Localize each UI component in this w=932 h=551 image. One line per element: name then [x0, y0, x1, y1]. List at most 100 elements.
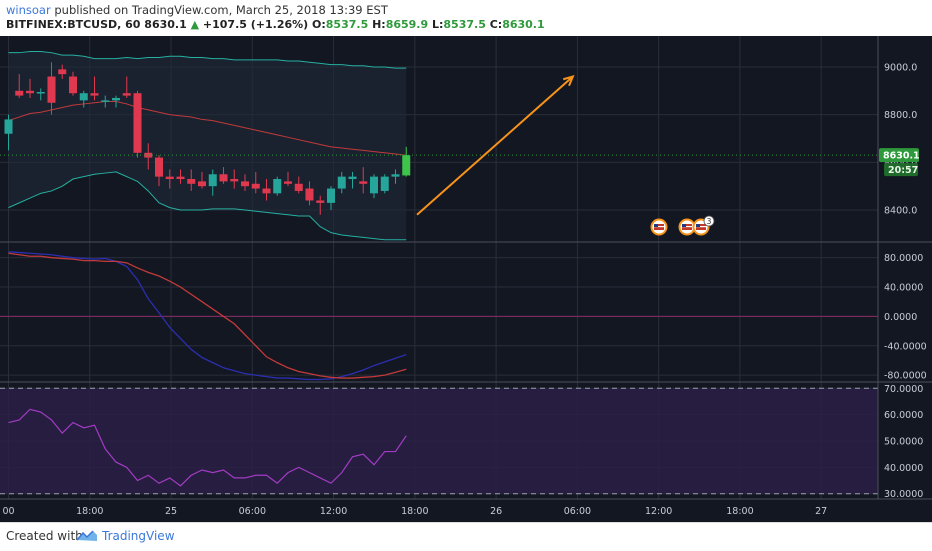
rsi-line — [8, 408, 407, 487]
publish-info: winsoar published on TradingView.com, Ma… — [6, 3, 388, 17]
candle-body — [15, 90, 24, 96]
time-axis-label: 06:00 — [239, 506, 266, 517]
price-axis-label: 9000.0 — [884, 62, 917, 73]
stochastic-line — [8, 251, 407, 381]
time-axis-label: 18:00 — [726, 506, 753, 517]
candle-body — [79, 93, 88, 101]
symbol-label[interactable]: BITFINEX:BTCUSD, 60 — [6, 18, 141, 31]
candle-body — [133, 93, 142, 153]
price-axis-label: 8800.0 — [884, 110, 917, 121]
candle-body — [155, 157, 163, 177]
candle-body — [337, 176, 346, 189]
stochastic-axis-label: 80.0000 — [884, 253, 923, 264]
tradingview-logo-icon[interactable] — [76, 528, 98, 544]
rsi-series — [8, 408, 407, 487]
bollinger-bands — [8, 50, 407, 241]
close-label: C: — [489, 18, 503, 31]
created-with-text: Created with — [6, 529, 83, 543]
time-axis-label: 06:00 — [564, 506, 591, 517]
close-value: 8630.1 — [502, 18, 545, 31]
countdown-badge-text: 20:57 — [888, 165, 918, 176]
time-axis-label: 18:00 — [401, 506, 428, 517]
candlestick-series — [0, 62, 878, 215]
candle-body — [4, 119, 13, 134]
bollinger-fill — [8, 51, 407, 240]
candle-body — [380, 176, 389, 191]
candle-body — [359, 181, 368, 184]
time-axis-label: 18:00 — [76, 506, 103, 517]
event-count-badge — [703, 215, 715, 227]
stochastic-axis-label: 40.0000 — [884, 283, 923, 294]
open-value: 8537.5 — [325, 18, 369, 31]
stochastic-axis-label: -40.0000 — [884, 341, 927, 352]
chart-area[interactable]: 8400.08600.08800.09000.080.000040.00000.… — [0, 36, 932, 522]
candle-body — [241, 181, 249, 187]
pane-separators[interactable] — [0, 36, 932, 500]
trendline-arrow[interactable] — [416, 74, 575, 216]
us-flag-event-icon — [654, 226, 664, 228]
us-flag-event-icon — [696, 224, 700, 227]
candle-body — [262, 188, 271, 194]
candle-body — [348, 176, 357, 180]
candle-body — [90, 93, 99, 96]
event-count-badge-text: 3 — [707, 217, 712, 226]
candle-body — [26, 90, 34, 94]
candle-body — [316, 200, 325, 203]
rsi-band-fill — [0, 388, 878, 494]
candle-body — [219, 174, 228, 182]
time-axis-label: 25 — [165, 506, 177, 517]
candle-body — [273, 179, 282, 194]
rsi-axis-label: 60.0000 — [884, 410, 923, 421]
candle-body — [36, 92, 45, 94]
candle-body — [402, 155, 411, 176]
candle-body — [101, 100, 110, 102]
candle-body — [165, 176, 174, 180]
tradingview-link[interactable]: TradingView — [102, 529, 175, 543]
time-axis-label: 12:00 — [645, 506, 672, 517]
candle-body — [69, 76, 77, 94]
rsi-band-background — [0, 387, 878, 495]
open-label: O: — [312, 18, 326, 31]
time-axis-label: 00 — [2, 506, 14, 517]
price-change: +107.5 (+1.26%) — [202, 18, 309, 31]
candle-body — [198, 181, 206, 187]
price-axis-label: 8400.0 — [884, 206, 917, 217]
rsi-axis-label: 40.0000 — [884, 463, 923, 474]
stochastic-series — [0, 251, 878, 381]
candle-body — [122, 93, 131, 96]
candle-body — [187, 179, 196, 184]
stochastic-line — [8, 252, 407, 379]
candle-body — [112, 97, 120, 101]
trendline — [416, 75, 574, 216]
low-value: 8537.5 — [443, 18, 486, 31]
last-price-badge — [879, 148, 919, 163]
stochastic-axis-label: 0.0000 — [884, 312, 917, 323]
candle-body — [327, 188, 335, 203]
time-axis-label: 26 — [490, 506, 502, 517]
candle-body — [305, 188, 314, 201]
high-label: H: — [372, 18, 386, 31]
candle-body — [47, 76, 56, 103]
time-axis-label: 27 — [815, 506, 827, 517]
high-value: 8659.9 — [385, 18, 429, 31]
us-flag-event-icon — [682, 226, 692, 228]
author-link[interactable]: winsoar — [6, 3, 51, 17]
published-text: published on TradingView.com, March 25, … — [54, 3, 388, 17]
stochastic-axis-label: -80.0000 — [884, 371, 927, 382]
candle-body — [230, 179, 239, 182]
chart-canvas[interactable]: 8400.08600.08800.09000.080.000040.00000.… — [0, 36, 932, 522]
candle-body — [251, 183, 260, 189]
candle-body — [284, 181, 292, 184]
us-flag-event-icon — [696, 226, 706, 228]
event-markers[interactable]: 3 — [650, 215, 715, 236]
us-flag-event-icon — [682, 224, 686, 227]
candle-body — [176, 176, 185, 180]
rsi-axis-label: 50.0000 — [884, 437, 923, 448]
us-flag-event-icon — [654, 224, 658, 227]
candle-body — [294, 183, 303, 191]
last-price: 8630.1 — [144, 18, 187, 31]
bollinger-mid-line — [8, 101, 407, 156]
candle-body — [370, 176, 378, 194]
bollinger-lower-line — [8, 171, 407, 241]
candle-body — [391, 174, 400, 177]
